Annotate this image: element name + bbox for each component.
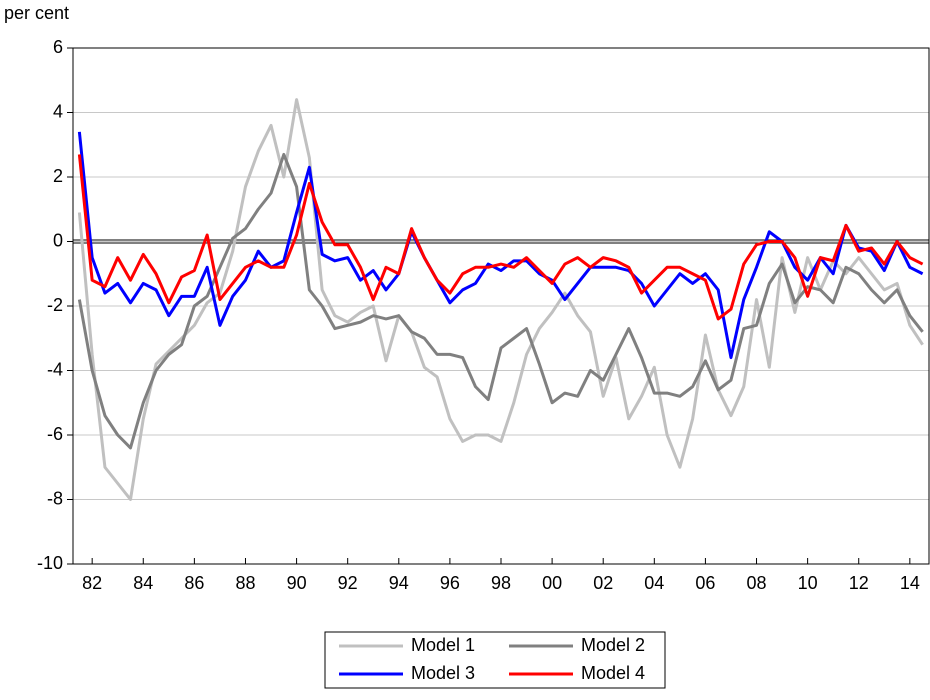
legend-label: Model 1 [411,635,475,655]
x-tick-label: 92 [338,573,358,593]
x-tick-label: 84 [133,573,153,593]
legend-label: Model 4 [581,663,645,683]
x-tick-label: 10 [798,573,818,593]
legend-box [324,631,666,689]
x-tick-label: 08 [747,573,767,593]
legend-label: Model 3 [411,663,475,683]
x-tick-label: 04 [644,573,664,593]
series-line [77,152,924,450]
y-tick-label: 6 [53,37,63,57]
y-tick-label: 4 [53,101,63,121]
y-tick-label: -10 [37,553,63,573]
x-tick-label: 12 [849,573,869,593]
legend-label: Model 2 [581,635,645,655]
x-tick-label: 88 [235,573,255,593]
y-tick-label: 2 [53,166,63,186]
x-tick-label: 96 [440,573,460,593]
x-tick-label: 86 [184,573,204,593]
x-tick-label: 90 [287,573,307,593]
x-tick-label: 98 [491,573,511,593]
y-tick-label: -4 [47,359,63,379]
x-tick-label: 02 [593,573,613,593]
x-tick-label: 82 [82,573,102,593]
x-tick-label: 94 [389,573,409,593]
y-axis-label: per cent [4,3,69,23]
x-tick-label: 14 [900,573,920,593]
y-tick-label: -2 [47,295,63,315]
x-tick-label: 06 [695,573,715,593]
y-tick-label: 0 [53,230,63,250]
series-line [77,131,924,360]
y-tick-label: -6 [47,424,63,444]
x-tick-label: 00 [542,573,562,593]
series-line [77,154,924,321]
y-tick-label: -8 [47,488,63,508]
